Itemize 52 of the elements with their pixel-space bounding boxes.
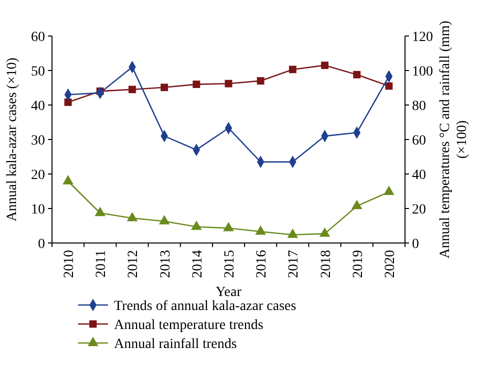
point xyxy=(319,227,330,237)
point xyxy=(287,228,298,238)
x-tick-label: 2019 xyxy=(350,250,366,278)
point xyxy=(224,80,232,88)
y2-tick-label: 20 xyxy=(412,202,426,218)
y2-tick-label: 0 xyxy=(412,236,419,252)
point xyxy=(128,86,136,94)
y2-tick-label: 120 xyxy=(412,30,433,45)
x-tick-label: 2012 xyxy=(126,250,142,278)
point xyxy=(321,62,328,70)
y2-tick-label: 40 xyxy=(412,168,426,183)
y2-axis-title: Annual temperatures °C and rainfall (mm) (×100) xyxy=(438,20,470,258)
x-tick-label: 2018 xyxy=(318,250,334,278)
legend-label: Annual temperature trends xyxy=(114,318,264,333)
y2-tick-label: 100 xyxy=(412,64,433,80)
y-tick-label: 10 xyxy=(31,202,45,218)
x-axis-title: Year xyxy=(216,285,242,300)
x-tick-label: 2011 xyxy=(94,250,110,278)
y-axis-title: Annual kala-azar cases (×10) xyxy=(5,57,20,222)
point xyxy=(160,84,168,92)
y-tick-label: 40 xyxy=(31,98,45,114)
point xyxy=(62,175,74,184)
y-tick-label: 20 xyxy=(31,168,45,183)
point xyxy=(255,225,266,235)
point xyxy=(223,222,234,232)
y-tick-label: 60 xyxy=(31,30,45,45)
point xyxy=(384,186,394,196)
point xyxy=(64,98,72,106)
point xyxy=(158,215,170,224)
point xyxy=(126,212,138,222)
y-tick-label: 50 xyxy=(31,64,45,80)
x-tick-label: 2014 xyxy=(190,250,206,278)
x-tick-label: 2020 xyxy=(382,250,398,278)
point xyxy=(288,66,296,74)
x-tick-label: 2013 xyxy=(158,250,174,278)
point xyxy=(385,82,393,90)
x-tick-label: 2015 xyxy=(222,250,238,278)
legend-label: Annual rainfall trends xyxy=(114,336,237,352)
y-tick-label: 30 xyxy=(31,133,45,148)
y2-tick-label: 60 xyxy=(412,133,426,148)
x-tick-label: 2016 xyxy=(254,250,270,278)
point xyxy=(94,206,106,216)
point xyxy=(256,77,264,85)
y2-tick-label: 80 xyxy=(412,98,426,114)
point xyxy=(353,70,361,78)
point xyxy=(192,80,200,88)
y-tick-label: 0 xyxy=(38,236,45,252)
x-tick-label: 2010 xyxy=(62,250,78,278)
point xyxy=(191,220,202,230)
x-tick-label: 2017 xyxy=(286,250,302,278)
legend-label: Trends of annual kala-azar cases xyxy=(114,298,296,314)
point xyxy=(351,200,362,210)
